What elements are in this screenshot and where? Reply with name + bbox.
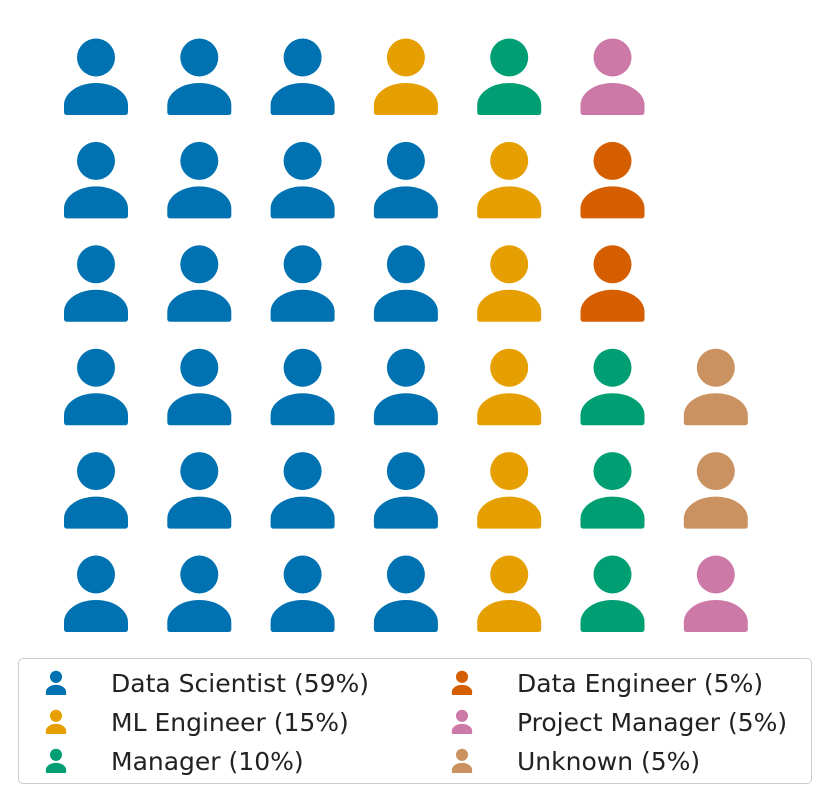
legend-person-icon — [451, 709, 473, 735]
person-icon-data-scientist — [373, 555, 438, 632]
legend-label: Data Scientist (59%) — [111, 668, 370, 698]
person-icon-ml-engineer — [477, 452, 542, 529]
person-icon-data-scientist — [270, 38, 335, 115]
person-icon-ml-engineer — [477, 245, 542, 322]
person-icon-data-scientist — [64, 38, 128, 115]
legend-label: Unknown (5%) — [517, 746, 701, 776]
person-icon-data-scientist — [167, 245, 232, 322]
person-icon-data-scientist — [167, 38, 232, 115]
person-icon-manager — [580, 348, 645, 426]
person-icon-data-scientist — [270, 348, 335, 426]
legend-person-icon — [45, 709, 67, 735]
person-icon-data-scientist — [167, 452, 232, 529]
person-icon-data-scientist — [270, 245, 335, 322]
legend-person-icon — [451, 670, 473, 696]
person-icon-data-scientist — [64, 555, 128, 632]
person-icon-data-scientist — [64, 141, 128, 219]
legend-person-icon — [451, 748, 473, 774]
legend-entry-data-engineer: Data Engineer (5%) — [449, 666, 763, 700]
legend-label: ML Engineer (15%) — [111, 707, 349, 737]
legend-label: Manager (10%) — [111, 746, 304, 776]
person-icon-data-scientist — [373, 348, 438, 426]
waffle-chart — [64, 38, 748, 632]
person-icon-unknown — [683, 452, 748, 529]
legend-entry-unknown: Unknown (5%) — [449, 744, 700, 778]
legend-person-icon — [45, 670, 67, 696]
legend-person-icon — [45, 748, 67, 774]
legend-entry-manager: Manager (10%) — [43, 744, 304, 778]
person-icon-manager — [580, 555, 645, 632]
person-icon-manager — [477, 38, 542, 115]
person-icon-ml-engineer — [477, 555, 542, 632]
person-icon-data-scientist — [64, 348, 128, 426]
person-icon-data-scientist — [373, 141, 438, 219]
person-icon-data-scientist — [64, 245, 128, 322]
person-icon-ml-engineer — [373, 38, 438, 115]
person-icon-data-scientist — [373, 245, 438, 322]
legend-entry-ml-engineer: ML Engineer (15%) — [43, 705, 349, 739]
person-icon-ml-engineer — [477, 348, 542, 426]
legend: Data Scientist (59%) ML Engineer (15%) Man… — [18, 658, 812, 784]
person-icon-data-engineer — [580, 245, 645, 322]
person-icon-unknown — [683, 348, 748, 426]
legend-label: Project Manager (5%) — [517, 707, 788, 737]
person-icon-data-scientist — [373, 452, 438, 529]
person-icon-data-scientist — [167, 141, 232, 219]
person-icon-data-scientist — [270, 555, 335, 632]
person-icon-data-scientist — [167, 555, 232, 632]
person-icon-data-scientist — [64, 452, 128, 529]
person-icon-project-manager — [580, 38, 645, 115]
legend-entry-data-scientist: Data Scientist (59%) — [43, 666, 369, 700]
legend-label: Data Engineer (5%) — [517, 668, 764, 698]
person-icon-data-scientist — [167, 348, 232, 426]
person-icon-manager — [580, 452, 645, 529]
person-icon-data-scientist — [270, 141, 335, 219]
person-icon-data-engineer — [580, 141, 645, 219]
legend-entry-project-manager: Project Manager (5%) — [449, 705, 787, 739]
person-icon-data-scientist — [270, 452, 335, 529]
person-icon-project-manager — [683, 555, 748, 632]
person-icon-ml-engineer — [477, 141, 542, 219]
